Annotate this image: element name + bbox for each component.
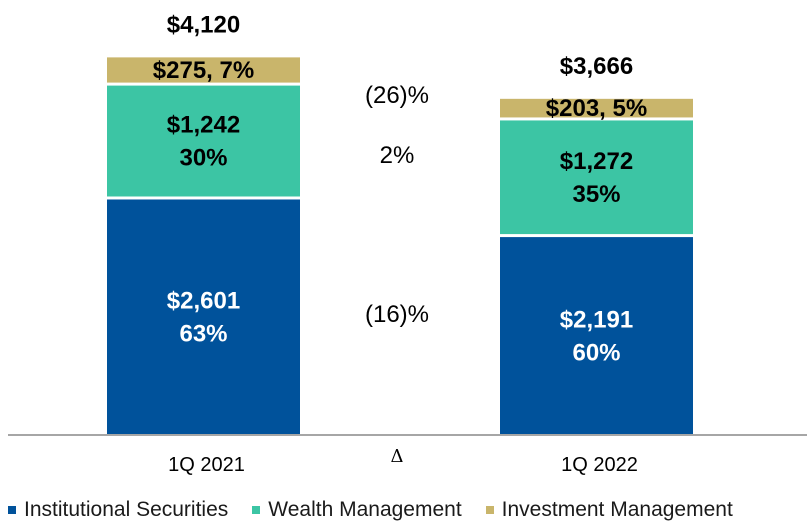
legend-item-wealth-management: Wealth Management (252, 498, 462, 522)
data-label-wealth-management-1q-2022-1: 35% (572, 181, 620, 208)
legend-item-investment-management: Investment Management (485, 498, 733, 522)
data-label-investment-management-1q-2022-0: $203, 5% (546, 95, 647, 122)
data-label-investment-management-1q-2021-0: $275, 7% (153, 57, 254, 84)
delta-header: Δ (391, 446, 404, 467)
legend-label-investment-management: Investment Management (501, 498, 733, 521)
bar-wealth-management-1q-2021 (107, 85, 300, 197)
data-label-wealth-management-1q-2021-0: $1,242 (167, 112, 240, 139)
bar-institutional-securities-1q-2021 (107, 199, 300, 435)
data-label-institutional-securities-1q-2022-0: $2,191 (560, 307, 633, 334)
legend-label-institutional-securities: Institutional Securities (24, 498, 229, 521)
change-label-investment-management: (26)% (365, 82, 429, 109)
total-label-1q-2022: $3,666 (560, 53, 633, 80)
data-label-wealth-management-1q-2022-0: $1,272 (560, 148, 633, 175)
data-label-institutional-securities-1q-2021-1: 63% (179, 321, 227, 348)
change-label-institutional-securities: (16)% (365, 301, 429, 328)
bar-wealth-management-1q-2022 (500, 120, 693, 235)
total-label-1q-2021: $4,120 (167, 11, 240, 38)
bar-investment-management-1q-2021 (107, 57, 300, 83)
legend-swatch-wealth-management (252, 506, 261, 514)
data-label-institutional-securities-1q-2021-0: $2,601 (167, 288, 240, 315)
bar-investment-management-1q-2022 (500, 98, 693, 118)
x-tick-label-1q-2022: 1Q 2022 (561, 454, 638, 476)
data-label-wealth-management-1q-2021-1: 30% (179, 145, 227, 172)
legend-swatch-institutional-securities (8, 506, 16, 514)
legend-label-wealth-management: Wealth Management (268, 498, 462, 521)
data-label-institutional-securities-1q-2022-1: 60% (572, 340, 620, 367)
x-tick-label-1q-2021: 1Q 2021 (168, 454, 245, 476)
legend-swatch-investment-management (485, 506, 494, 514)
bar-institutional-securities-1q-2022 (500, 237, 693, 435)
change-label-wealth-management: 2% (380, 142, 415, 169)
legend: Institutional Securities Wealth Manageme… (8, 496, 733, 524)
legend-item-institutional-securities: Institutional Securities (8, 498, 228, 522)
